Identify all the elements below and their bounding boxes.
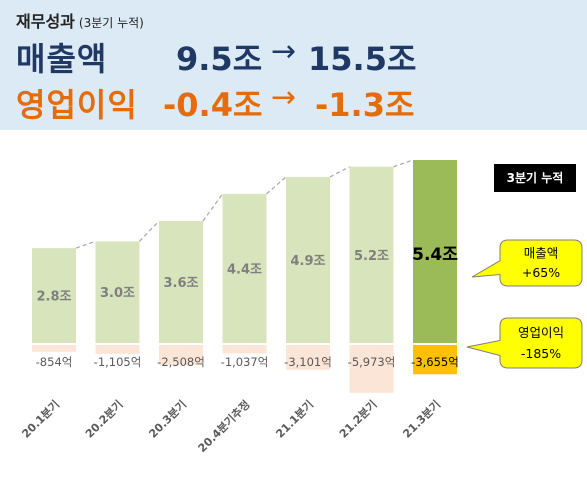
op-callout-title: 영업이익 xyxy=(518,325,564,340)
op-label: 영업이익 xyxy=(16,86,138,124)
op-label: -2,508억 xyxy=(157,355,205,369)
revenue-bar xyxy=(95,241,140,343)
revenue-arrow: → xyxy=(271,34,297,69)
trend-connector xyxy=(75,240,96,249)
revenue-bar xyxy=(349,166,394,343)
revenue-label: 3.6조 xyxy=(164,276,199,291)
trend-connector xyxy=(329,166,350,178)
op-bar xyxy=(286,345,330,370)
op-callout-bubble xyxy=(466,317,583,369)
trend-connector xyxy=(202,193,223,222)
op-label: -3,655억 xyxy=(411,355,459,369)
header-subtitle: (3분기 누적) xyxy=(78,16,144,30)
revenue-callout-title: 매출액 xyxy=(524,245,559,260)
trend-connector xyxy=(393,159,414,168)
op-arrow: → xyxy=(271,80,297,115)
category-label: 20.1분기 xyxy=(19,397,62,440)
category-label: 20.4분기추정 xyxy=(195,397,253,455)
header-title: 재무성과 (3분기 누적) xyxy=(16,8,144,32)
op-to: -1.3조 xyxy=(315,86,415,124)
header-panel: 재무성과 (3분기 누적) 매출액 9.5조 → 15.5조 영업이익 -0.4조… xyxy=(0,0,587,130)
category-label: 20.2분기 xyxy=(82,397,125,440)
revenue-label: 4.9조 xyxy=(291,254,326,269)
op-bar xyxy=(159,345,203,366)
revenue-bar xyxy=(286,176,330,343)
revenue-bar xyxy=(32,248,76,343)
revenue-label: 5.2조 xyxy=(354,249,389,264)
revenue-label: 매출액 xyxy=(16,40,108,78)
trend-connector xyxy=(139,220,160,242)
op-bar xyxy=(413,345,457,375)
op-bar xyxy=(349,345,394,393)
revenue-label: 3.0조 xyxy=(100,286,135,301)
cumulative-badge: 3분기 누적 xyxy=(494,164,576,192)
revenue-bar xyxy=(222,193,267,343)
category-label: 21.2분기 xyxy=(336,397,379,440)
category-label: 21.3분기 xyxy=(400,397,443,440)
header-title-text: 재무성과 xyxy=(16,12,75,31)
op-bar xyxy=(95,345,140,354)
op-label: -1,105억 xyxy=(94,355,142,369)
op-bar xyxy=(222,345,267,354)
revenue-label: 2.8조 xyxy=(37,290,72,305)
op-label: -1,037억 xyxy=(221,355,269,369)
trend-connector xyxy=(266,176,287,195)
category-label: 20.3분기 xyxy=(146,397,189,440)
op-label: -3,101억 xyxy=(284,355,332,369)
op-label: -854억 xyxy=(36,355,73,369)
revenue-bar xyxy=(413,160,457,343)
op-label: -5,973억 xyxy=(348,355,396,369)
category-label: 21.1분기 xyxy=(273,397,316,440)
revenue-label: 4.4조 xyxy=(227,262,262,277)
op-callout-value: -185% xyxy=(521,346,561,361)
op-bar xyxy=(32,345,76,352)
revenue-from: 9.5조 xyxy=(176,40,263,78)
revenue-callout-value: +65% xyxy=(522,265,560,280)
op-from: -0.4조 xyxy=(163,86,263,124)
revenue-bar xyxy=(159,221,203,343)
revenue-callout-bubble xyxy=(471,239,583,287)
revenue-label: 5.4조 xyxy=(412,245,458,265)
revenue-to: 15.5조 xyxy=(308,40,417,78)
